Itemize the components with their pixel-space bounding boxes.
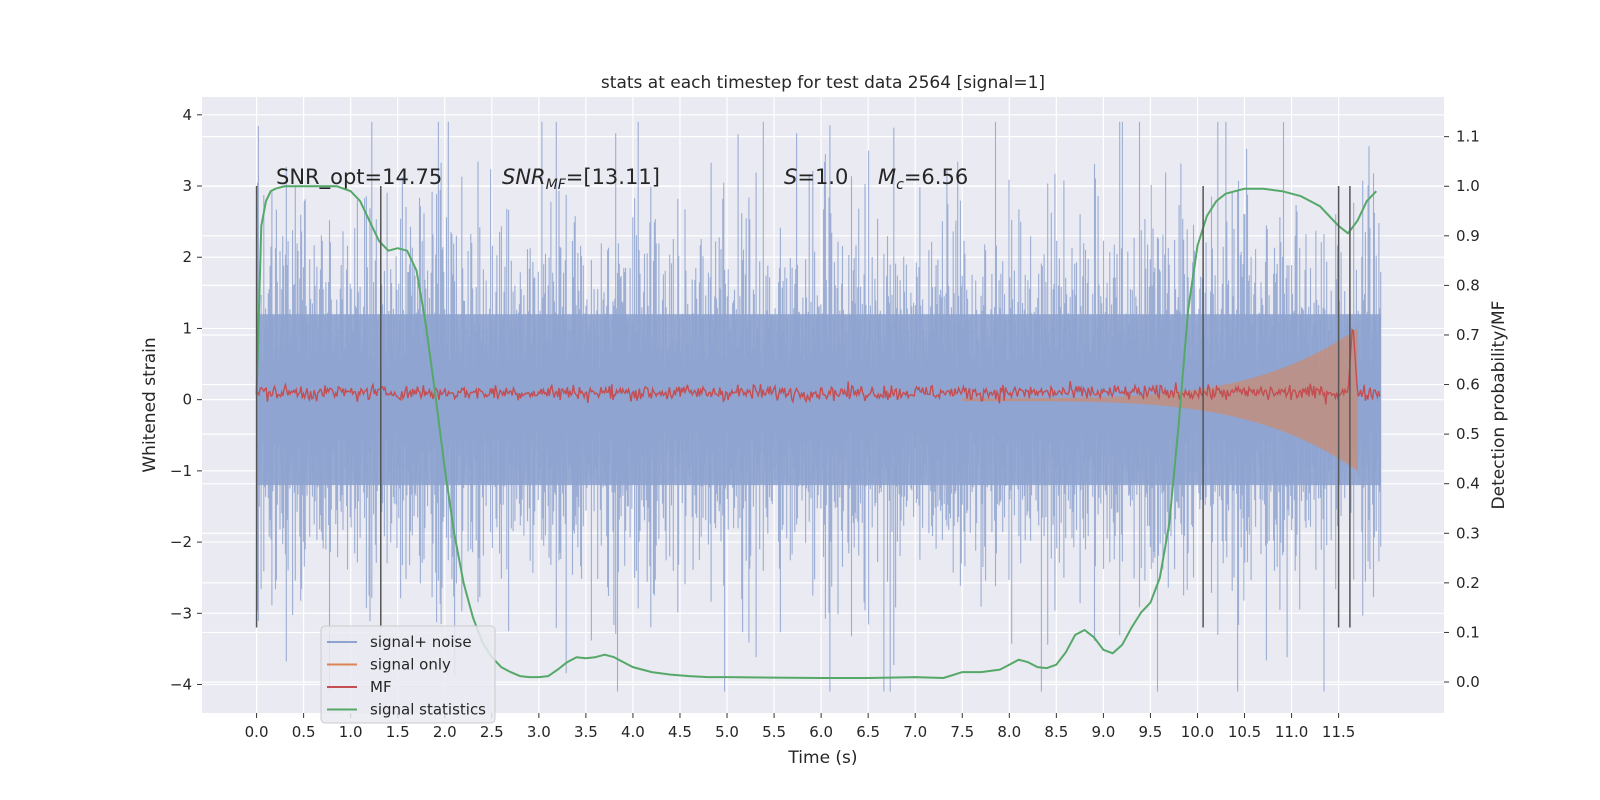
annotation-snr-mf: SNRMF=[13.11] xyxy=(502,165,660,193)
annotation-mc: Mc=6.56 xyxy=(878,165,968,193)
snr-mf-label: SNR xyxy=(502,165,546,189)
x-tick-label: 0.0 xyxy=(245,723,269,741)
vertical-markers xyxy=(255,186,1351,628)
series-signal-statistics xyxy=(255,185,1378,679)
x-tick-label: 3.0 xyxy=(527,723,551,741)
x-tick-label: 6.5 xyxy=(856,723,880,741)
x-tick-label: 4.0 xyxy=(621,723,645,741)
x-tick-label: 5.5 xyxy=(762,723,786,741)
x-tick-label: 6.0 xyxy=(809,723,833,741)
y-tick-label: 1 xyxy=(182,319,192,337)
signal-statistics-line xyxy=(255,185,1378,679)
x-tick-label: 2.5 xyxy=(480,723,504,741)
x-tick-label: 11.5 xyxy=(1322,723,1355,741)
legend: signal+ noise signal only MF signal statist… xyxy=(320,625,496,724)
x-tick-label: 11.0 xyxy=(1275,723,1308,741)
y-axis-ticks: 4 3 2 1 0 −1 −2 −3 −4 xyxy=(170,106,202,694)
chart-title: stats at each timestep for test data 256… xyxy=(601,73,1045,93)
y2-axis-label: Detection probability/MF xyxy=(1489,301,1509,510)
y2-tick-label: 0.6 xyxy=(1456,376,1480,394)
x-axis-ticks: 0.0 0.5 1.0 1.5 2.0 2.5 3.0 3.5 4.0 4.5 5.0 5.5 6.0 6… xyxy=(245,713,1355,741)
x-tick-label: 7.0 xyxy=(903,723,927,741)
y2-tick-label: 0.7 xyxy=(1456,326,1480,344)
y-tick-label: 3 xyxy=(182,177,192,195)
y2-tick-label: 0.3 xyxy=(1456,524,1480,542)
x-tick-label: 3.5 xyxy=(574,723,598,741)
y-tick-label: −2 xyxy=(170,533,192,551)
series-mf xyxy=(256,328,1381,405)
legend-label: MF xyxy=(370,678,392,696)
legend-label: signal+ noise xyxy=(370,633,472,651)
signal-only-envelope xyxy=(962,328,1358,471)
y2-tick-label: 1.1 xyxy=(1456,128,1480,146)
y-tick-label: −4 xyxy=(170,676,192,694)
y-tick-label: −3 xyxy=(170,604,192,622)
x-tick-label: 10.0 xyxy=(1181,723,1214,741)
y-axis-label: Whitened strain xyxy=(140,337,160,472)
y2-tick-label: 1.0 xyxy=(1456,177,1480,195)
x-axis-label: Time (s) xyxy=(787,748,857,768)
y2-tick-label: 0.5 xyxy=(1456,425,1480,443)
y2-tick-label: 0.0 xyxy=(1456,673,1480,691)
x-tick-label: 7.5 xyxy=(950,723,974,741)
mc-sub: c xyxy=(896,177,904,193)
x-tick-label: 0.5 xyxy=(292,723,316,741)
annotation-s: S=1.0 xyxy=(784,165,848,189)
s-label: S xyxy=(784,165,797,189)
y2-tick-label: 0.2 xyxy=(1456,574,1480,592)
x-tick-label: 10.5 xyxy=(1228,723,1261,741)
legend-box xyxy=(320,625,496,724)
x-tick-label: 8.0 xyxy=(997,723,1021,741)
x-tick-label: 5.0 xyxy=(715,723,739,741)
x-tick-label: 9.0 xyxy=(1091,723,1115,741)
legend-label: signal statistics xyxy=(370,701,486,719)
y2-tick-label: 0.4 xyxy=(1456,475,1480,493)
series-signal-only xyxy=(962,328,1358,471)
x-tick-label: 8.5 xyxy=(1044,723,1068,741)
y-tick-label: 0 xyxy=(182,391,192,409)
annotation-snr-opt: SNR_opt=14.75 xyxy=(276,165,442,190)
x-tick-label: 2.0 xyxy=(433,723,457,741)
x-tick-label: 4.5 xyxy=(668,723,692,741)
snr-mf-sub: MF xyxy=(546,177,567,193)
y-tick-label: 4 xyxy=(182,106,192,124)
mf-trace xyxy=(256,328,1381,405)
y2-axis-ticks: 1.1 1.0 0.9 0.8 0.7 0.6 0.5 0.4 0.3 0.2 0.1 0.0 xyxy=(1444,128,1480,691)
x-tick-label: 1.0 xyxy=(339,723,363,741)
y2-tick-label: 0.8 xyxy=(1456,276,1480,294)
s-value: =1.0 xyxy=(797,165,848,189)
x-tick-label: 1.5 xyxy=(386,723,410,741)
y2-tick-label: 0.1 xyxy=(1456,623,1480,641)
legend-entries: signal+ noise signal only MF signal statist… xyxy=(327,633,486,719)
x-tick-label: 9.5 xyxy=(1139,723,1163,741)
y2-tick-label: 0.9 xyxy=(1456,227,1480,245)
y-tick-label: 2 xyxy=(182,248,192,266)
y-tick-label: −1 xyxy=(170,462,192,480)
mc-label: M xyxy=(878,165,896,189)
snr-mf-value: =[13.11] xyxy=(566,165,660,189)
mc-value: =6.56 xyxy=(904,165,968,189)
series-layer xyxy=(255,121,1382,692)
legend-label: signal only xyxy=(370,656,451,674)
